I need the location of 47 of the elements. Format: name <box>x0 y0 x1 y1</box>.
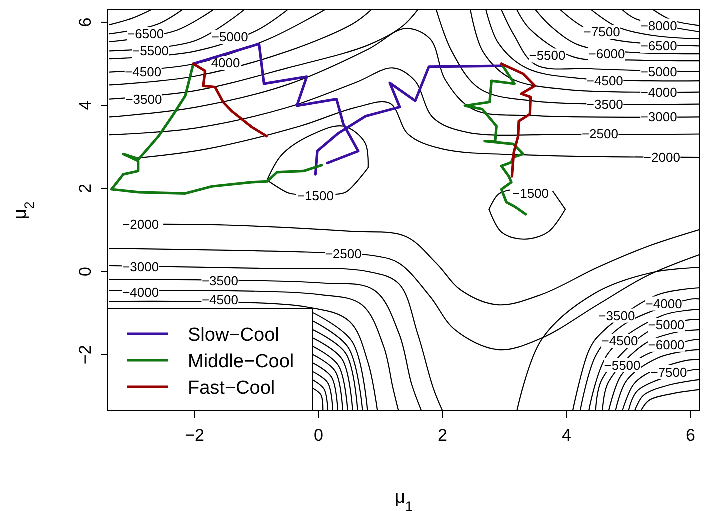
x-tick-label: 6 <box>686 426 696 445</box>
legend-label: Slow−Cool <box>188 325 280 346</box>
annotation: −2000 <box>644 150 680 166</box>
annotation: −3500 <box>586 96 624 112</box>
annotation: −6500 <box>640 38 678 54</box>
annotation: −6500 <box>128 26 164 42</box>
annotation: −1500 <box>297 188 334 204</box>
annotation: −3000 <box>640 110 678 125</box>
annotation: −4000 <box>122 285 160 300</box>
annotation: −5500 <box>132 44 170 59</box>
y-tick-label: 4 <box>76 100 95 110</box>
annotation: −3500 <box>126 92 162 107</box>
y-tick-label: 6 <box>76 18 95 28</box>
x-tick-label: 4 <box>562 426 572 445</box>
annotation: −4500 <box>586 74 624 89</box>
annotation: −5500 <box>529 48 566 64</box>
y-tick-label: 2 <box>76 184 95 194</box>
annotation: −8000 <box>640 18 678 34</box>
annotation: −4500 <box>202 292 238 308</box>
annotation: −4500 <box>125 64 162 80</box>
x-axis-title: μ$_{1}$ <box>395 487 413 511</box>
x-tick-label: −2 <box>185 426 204 445</box>
annotation: −1500 <box>512 186 550 202</box>
annotation: −5000 <box>640 64 678 80</box>
annotation: −7500 <box>650 364 688 380</box>
annotation: 4000 <box>211 56 240 71</box>
legend-label: Middle−Cool <box>188 352 294 372</box>
y-tick-label: 0 <box>76 267 95 277</box>
x-tick-label: 2 <box>438 426 448 445</box>
annotation: −2000 <box>122 216 160 232</box>
x-tick-label: 0 <box>314 426 324 445</box>
annotation: −4000 <box>640 84 678 100</box>
annotation: −2500 <box>325 246 362 262</box>
annotation: −4500 <box>602 334 638 349</box>
annotation: −3500 <box>598 308 636 324</box>
annotation: −7500 <box>584 24 620 40</box>
legend-label: Fast−Cool <box>188 378 276 399</box>
annotation: −5000 <box>212 30 248 45</box>
annotation: −3000 <box>122 259 160 274</box>
annotation: −2500 <box>582 126 618 142</box>
annotation: −5000 <box>648 317 685 332</box>
annotation: −6000 <box>588 46 626 62</box>
annotation: −3500 <box>202 273 238 288</box>
annotation: −6000 <box>648 337 685 352</box>
annotation: −4000 <box>646 296 682 312</box>
y-tick-label: −2 <box>76 345 95 365</box>
annotation: −5500 <box>604 358 641 373</box>
